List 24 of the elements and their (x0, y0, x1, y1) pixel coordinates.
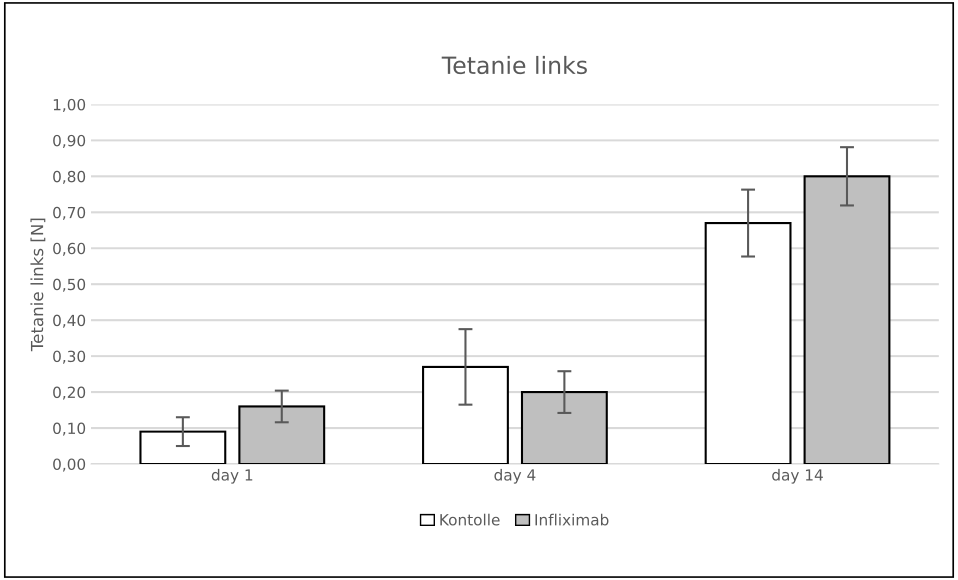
y-tick-label: 0,50 (53, 278, 86, 292)
x-tick-label: day 14 (772, 468, 823, 484)
x-tick-label: day 1 (212, 468, 252, 484)
chart-title: Tetanie links (442, 56, 587, 74)
y-tick-label: 0,30 (53, 350, 86, 364)
legend-label: Infliximab (536, 514, 608, 526)
y-tick-label: 1,00 (54, 98, 86, 112)
bar (139, 430, 226, 464)
y-axis-title: Tetanie links [N] (30, 218, 46, 352)
legend-label: Kontolle (440, 514, 500, 526)
y-tick-label: 0,20 (53, 386, 86, 400)
bar (422, 366, 509, 464)
y-tick-label: 0,00 (53, 458, 86, 472)
y-tick-label: 0,80 (53, 170, 86, 184)
y-tick-label: 0,70 (53, 206, 86, 220)
y-tick-label: 0,10 (53, 422, 86, 436)
bar (520, 391, 608, 464)
bar (804, 175, 890, 464)
bar (704, 222, 792, 464)
y-tick-label: 0,60 (53, 242, 86, 256)
y-tick-label: 0,40 (53, 314, 86, 328)
y-tick-label: 0,90 (53, 134, 86, 148)
x-tick-label: day 4 (494, 468, 536, 484)
bar (238, 405, 326, 464)
